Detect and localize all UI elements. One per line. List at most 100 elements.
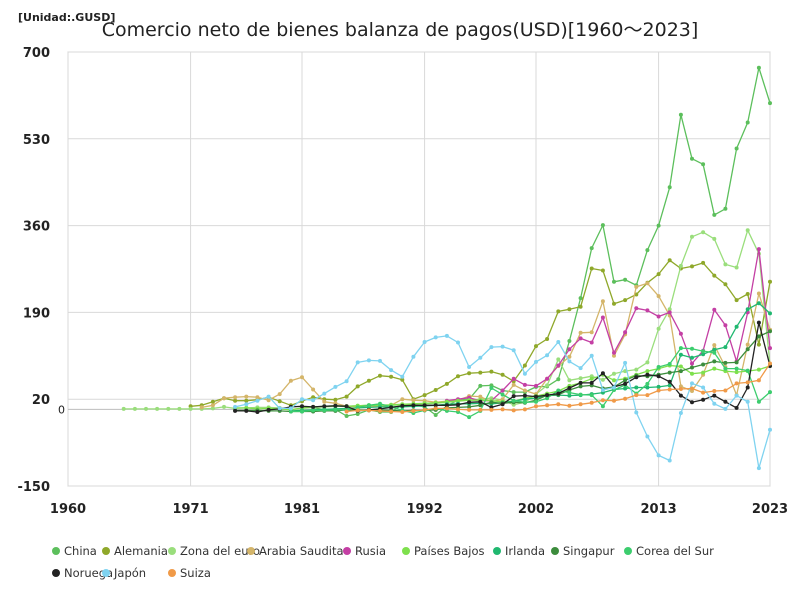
data-point	[612, 385, 616, 390]
x-tick-label: 2013	[640, 502, 676, 517]
data-point	[288, 406, 293, 411]
data-point	[233, 408, 238, 413]
data-point	[255, 410, 260, 414]
data-point	[723, 388, 728, 393]
data-point	[556, 391, 561, 396]
series-line	[446, 248, 771, 402]
data-point	[467, 365, 472, 369]
data-point	[667, 362, 672, 366]
data-point	[556, 377, 561, 382]
data-point	[378, 408, 382, 413]
data-point	[389, 368, 394, 373]
data-point	[166, 406, 171, 411]
data-point	[355, 360, 360, 365]
data-point	[567, 354, 572, 359]
data-point	[199, 405, 204, 410]
data-point	[656, 294, 661, 299]
data-point	[567, 339, 572, 343]
plot-frame	[67, 51, 771, 487]
legend-marker	[168, 547, 176, 555]
data-point	[288, 378, 293, 383]
data-point	[756, 342, 761, 347]
x-tick-label: 1981	[284, 502, 320, 517]
data-point	[567, 378, 572, 383]
data-point	[322, 399, 327, 404]
data-point	[701, 362, 706, 367]
data-point	[545, 393, 550, 398]
legend-item: Irlanda	[493, 544, 545, 558]
data-point	[701, 370, 706, 375]
data-point	[255, 395, 260, 400]
data-point	[612, 279, 616, 284]
data-point	[589, 376, 594, 381]
data-point	[734, 265, 739, 270]
data-point	[701, 260, 706, 265]
data-point	[768, 390, 772, 395]
data-point	[433, 388, 438, 392]
legend-label: Irlanda	[505, 544, 545, 558]
data-point	[723, 406, 728, 411]
data-point	[556, 402, 561, 407]
data-point	[311, 404, 316, 409]
data-point	[745, 380, 750, 385]
data-point	[233, 395, 238, 400]
data-point	[222, 396, 226, 401]
data-point	[734, 405, 739, 410]
data-point	[600, 268, 605, 273]
data-point	[667, 258, 672, 263]
data-point	[444, 403, 449, 408]
data-point	[511, 408, 516, 413]
data-point	[366, 403, 371, 408]
data-point	[300, 404, 304, 409]
data-point	[645, 393, 650, 398]
legend-label: Arabia Saudita	[259, 544, 344, 558]
data-point	[478, 403, 483, 408]
legend-item: Zona del euro	[168, 544, 260, 558]
data-point	[678, 346, 683, 351]
gridlines	[67, 51, 771, 487]
data-point	[300, 409, 304, 414]
data-point	[500, 388, 505, 393]
data-point	[210, 406, 215, 411]
y-tick-label: 700	[23, 46, 50, 61]
data-point	[534, 344, 538, 349]
data-point	[712, 347, 717, 352]
data-point	[667, 387, 672, 392]
data-point	[400, 410, 405, 414]
series-10	[233, 333, 772, 471]
data-point	[511, 382, 516, 387]
data-point	[522, 407, 527, 412]
legend-label: Singapur	[563, 544, 615, 558]
data-point	[578, 376, 583, 381]
legend-label: Corea del Sur	[636, 544, 714, 558]
legend-label: Alemania	[114, 544, 168, 558]
series-lines	[121, 65, 772, 471]
data-point	[634, 385, 639, 390]
data-point	[690, 386, 694, 391]
data-point	[600, 404, 605, 409]
data-point	[656, 384, 661, 389]
data-point	[411, 354, 416, 359]
data-point	[545, 337, 550, 341]
data-point	[712, 307, 717, 312]
data-point	[578, 380, 583, 385]
data-point	[534, 404, 538, 409]
data-point	[478, 394, 483, 399]
data-point	[500, 407, 505, 412]
legend-marker	[247, 547, 255, 555]
legend-label: Zona del euro	[180, 544, 260, 558]
data-point	[690, 355, 694, 360]
data-point	[389, 405, 394, 410]
data-point	[734, 381, 739, 386]
data-point	[712, 273, 717, 278]
data-point	[255, 398, 260, 403]
data-point	[656, 388, 661, 393]
data-point	[545, 403, 550, 408]
data-point	[177, 406, 182, 411]
legend-marker	[52, 569, 60, 577]
data-point	[266, 394, 271, 399]
data-point	[656, 314, 661, 319]
data-point	[556, 363, 561, 368]
legend-label: Países Bajos	[414, 544, 485, 558]
data-point	[556, 309, 561, 314]
